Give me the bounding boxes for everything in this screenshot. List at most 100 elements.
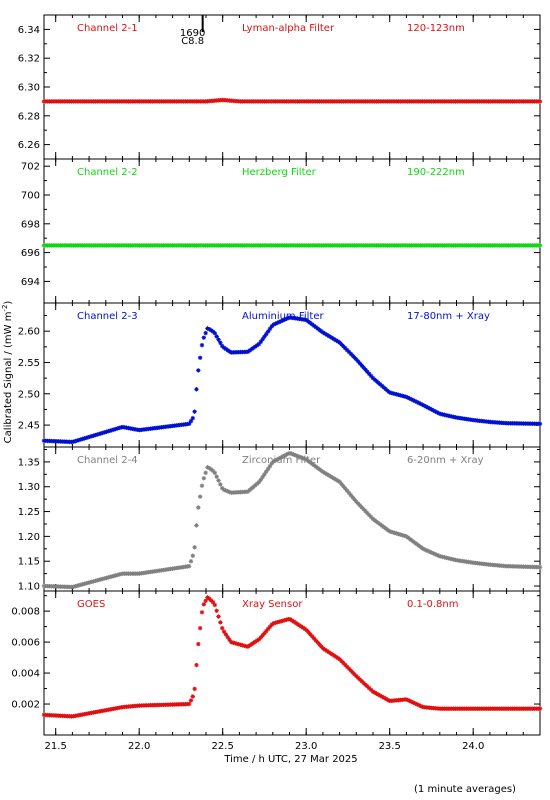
data-point [269, 461, 274, 466]
data-point [337, 479, 342, 485]
data-point [221, 629, 227, 634]
y-tick-label: 0.004 [11, 669, 40, 680]
data-point [282, 453, 287, 458]
data-point [89, 433, 94, 439]
data-point [308, 320, 313, 326]
data-point [339, 658, 344, 664]
data-point [436, 553, 442, 559]
data-point [328, 334, 333, 340]
data-point [412, 540, 418, 546]
data-point [429, 550, 434, 555]
data-point [107, 428, 113, 433]
data-point [196, 641, 201, 647]
data-point [240, 643, 245, 648]
data-point [381, 695, 387, 700]
data-point [414, 399, 420, 405]
y-tick-label: 6.32 [18, 54, 40, 65]
data-point [405, 535, 410, 540]
data-point [302, 317, 308, 322]
data-point [205, 465, 210, 470]
panel-4: 1.10 1.15 1.20 1.25 1.30 1.35 Channel 2-4 Zirco… [18, 446, 543, 593]
data-point [354, 357, 359, 362]
data-point [400, 532, 405, 538]
data-point [273, 458, 278, 463]
data-point [194, 523, 199, 528]
data-point [302, 626, 308, 632]
data-point [346, 490, 352, 496]
data-point [201, 335, 207, 340]
data-point [317, 467, 322, 472]
panel-frame [43, 302, 541, 448]
panel-label: Zirconium Filter [242, 455, 321, 466]
data-point [385, 527, 390, 532]
data-point [363, 508, 368, 514]
data-point [219, 625, 225, 631]
data-point [365, 510, 370, 516]
data-point [212, 331, 218, 336]
data-point [260, 474, 265, 480]
data-point [197, 494, 203, 499]
data-point [238, 642, 243, 647]
panel-frame [43, 446, 541, 592]
data-point [537, 421, 543, 427]
y-tick-label: 696 [21, 248, 40, 259]
data-point [310, 461, 315, 467]
data-point [385, 388, 390, 393]
data-point [427, 406, 432, 411]
data-point [403, 697, 409, 702]
data-point [102, 430, 107, 435]
data-point [313, 324, 319, 330]
data-point [199, 342, 205, 348]
data-point [98, 431, 104, 436]
panel-label: Channel 2-3 [77, 311, 138, 322]
data-point [418, 544, 423, 550]
data-point [422, 403, 427, 408]
data-point [352, 355, 357, 360]
data-point [221, 487, 227, 492]
data-point [265, 329, 271, 334]
data-point [258, 635, 263, 640]
panel-1: 6.26 6.28 6.30 6.32 6.34 Channel 2-1 Lyman-alp… [18, 14, 543, 160]
data-point [377, 693, 383, 698]
data-point [324, 472, 330, 477]
data-point [111, 427, 117, 432]
data-point [348, 351, 353, 356]
data-point [73, 438, 78, 444]
data-point [251, 345, 256, 351]
data-point [396, 531, 401, 537]
y-tick-label: 6.28 [18, 111, 40, 122]
y-tick-label: 1.25 [18, 507, 40, 518]
y-tick-label: 2.45 [18, 421, 40, 432]
data-point [82, 436, 87, 441]
data-point [341, 660, 346, 666]
data-point [115, 426, 120, 431]
data-point [216, 614, 221, 619]
data-point [350, 495, 355, 500]
panel-label: Aluminium Filter [242, 311, 325, 322]
data-point [205, 326, 210, 331]
data-point [197, 355, 203, 360]
event-label-number: 1690 [180, 28, 205, 39]
data-point [186, 563, 192, 569]
panel-label: 190-222nm [407, 167, 465, 178]
data-point [210, 599, 216, 605]
data-point [407, 698, 412, 704]
x-axis-label: Time / h UTC, 27 Mar 2025 [223, 754, 357, 765]
data-point [269, 622, 274, 627]
panels-group: 6.26 6.28 6.30 6.32 6.34 Channel 2-1 Lyman-alp… [11, 14, 543, 752]
data-point [350, 353, 355, 358]
data-point [265, 626, 271, 632]
data-point [278, 319, 284, 324]
data-point [276, 456, 282, 461]
data-point [346, 349, 352, 355]
data-point [387, 528, 392, 534]
panel-label: Channel 2-4 [77, 455, 138, 466]
data-point [368, 373, 374, 379]
data-point [95, 432, 100, 437]
data-point [264, 469, 269, 474]
data-point [390, 530, 396, 535]
data-point [377, 382, 383, 387]
event-label-class: C8.8 [181, 36, 204, 47]
data-point [278, 619, 284, 624]
data-point [352, 672, 357, 677]
